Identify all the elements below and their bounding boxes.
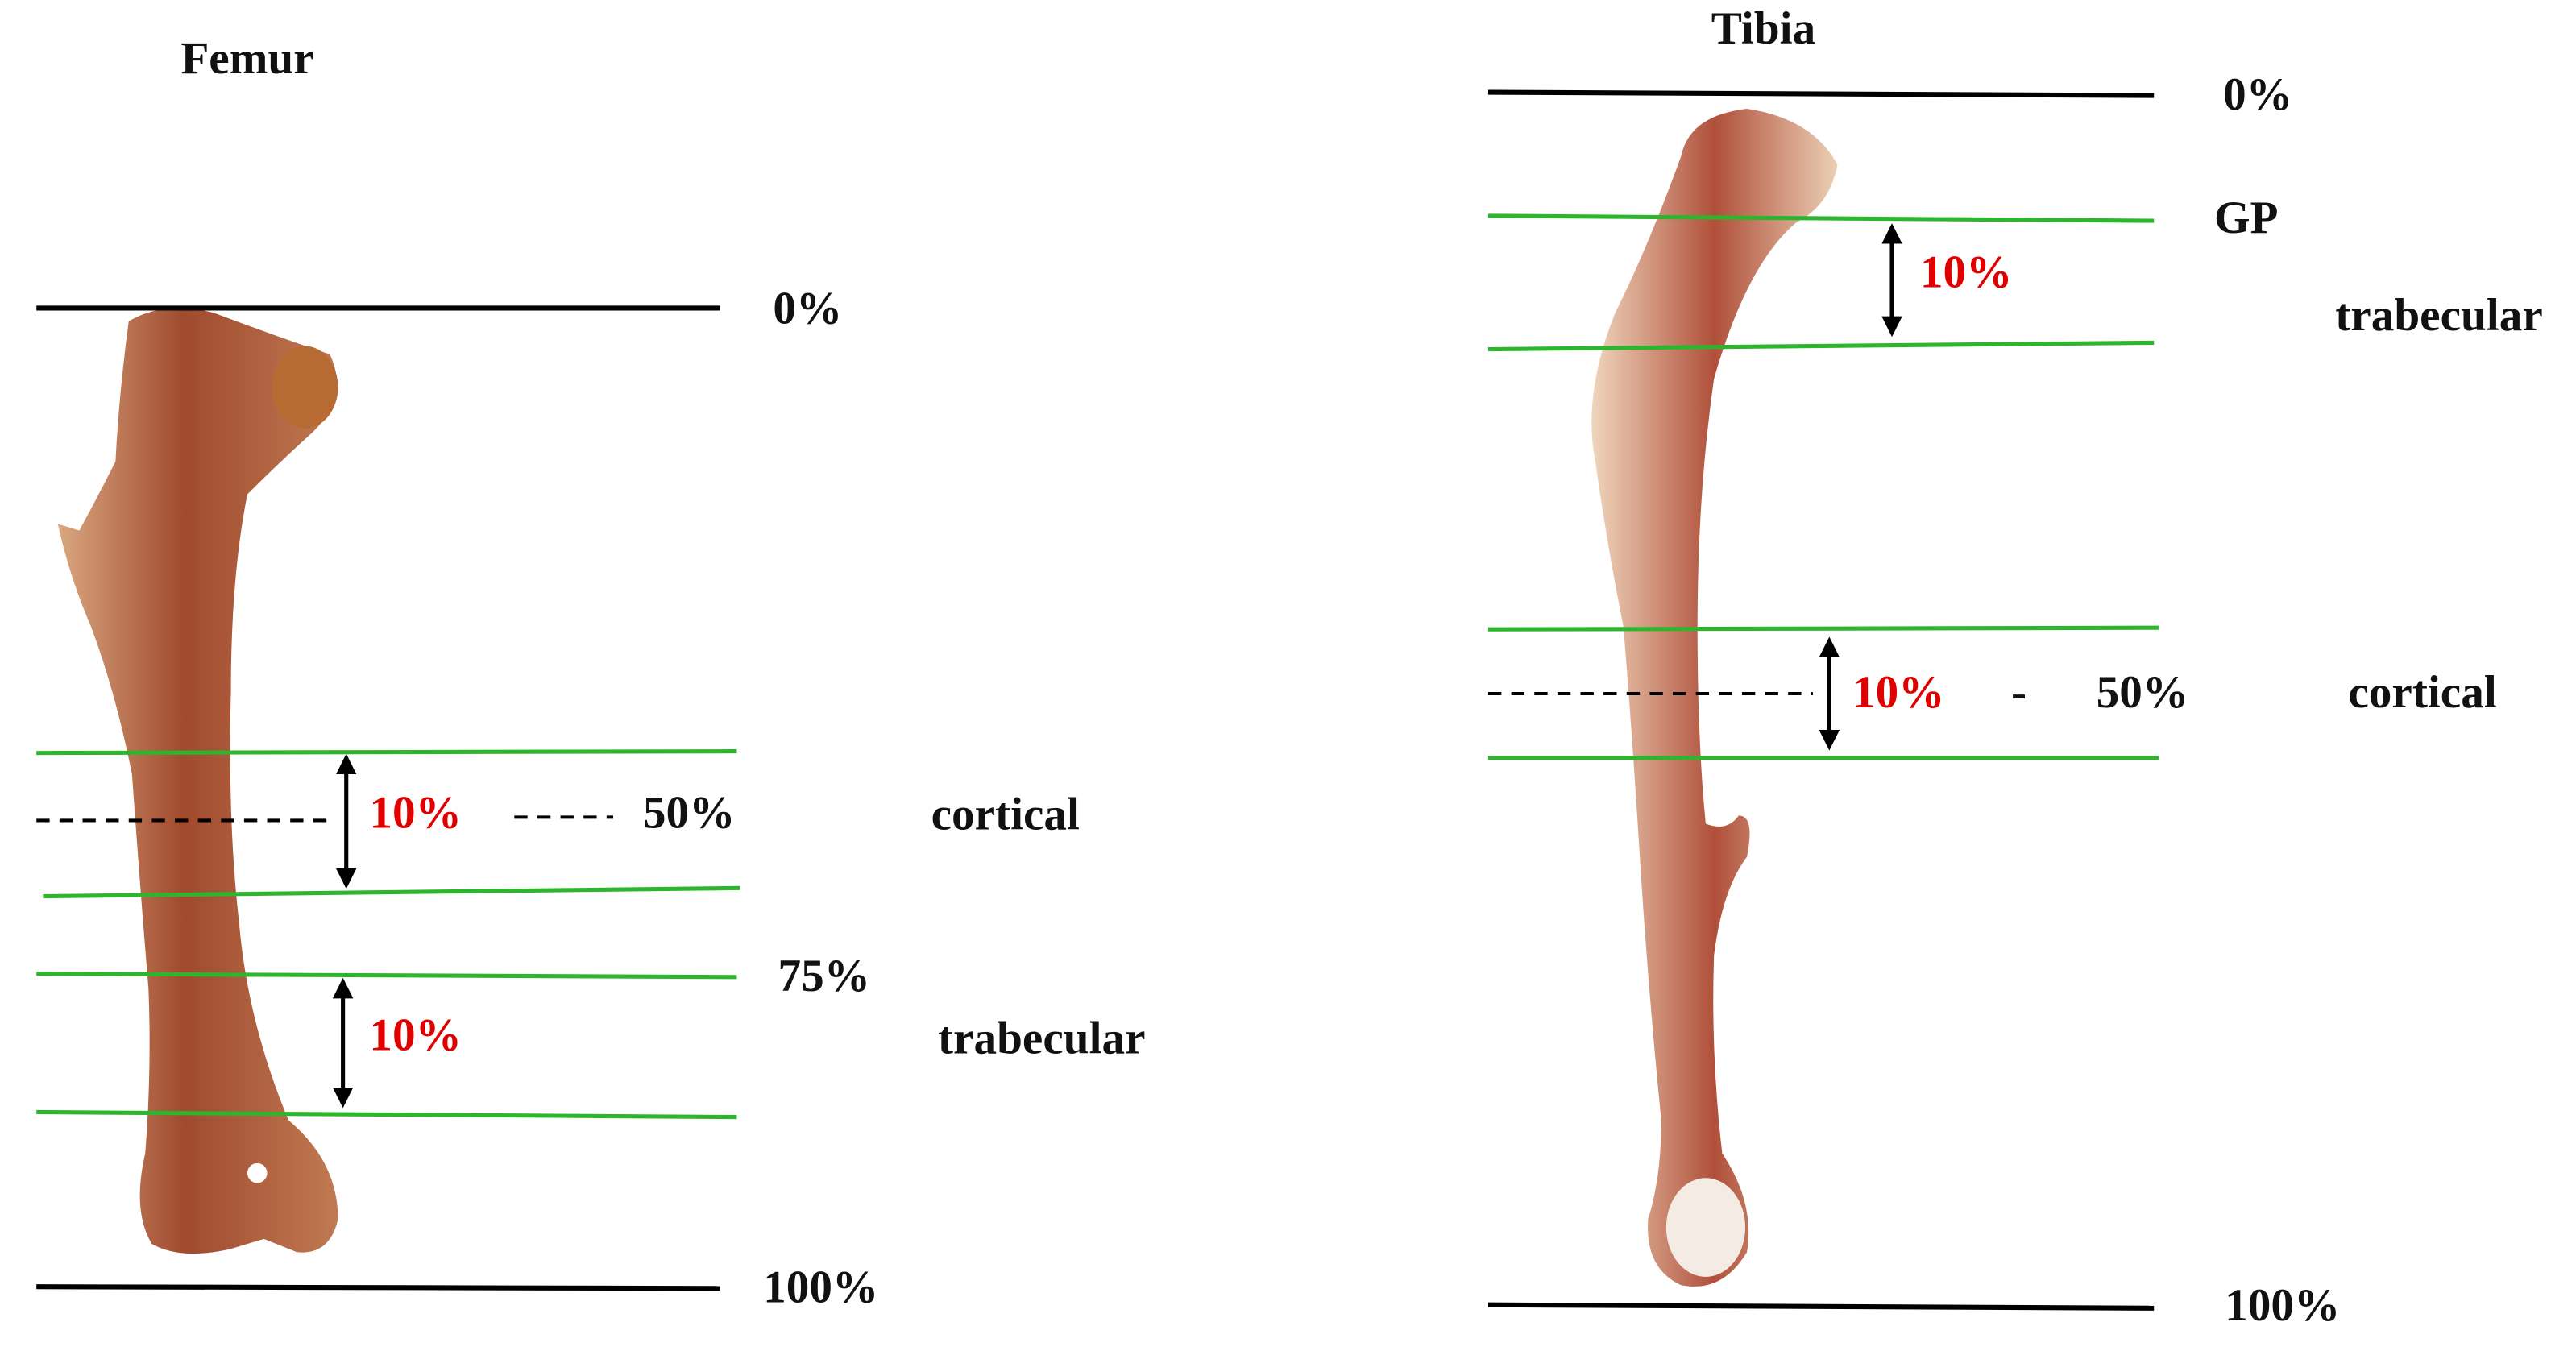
label: 0% bbox=[2223, 69, 2292, 120]
label: 50% bbox=[643, 788, 736, 839]
width-label: 10% bbox=[369, 1010, 461, 1061]
label: 75% bbox=[778, 951, 871, 1001]
width-label: 10% bbox=[369, 788, 461, 839]
femur-title: Femur bbox=[180, 33, 313, 84]
section-line bbox=[43, 885, 740, 899]
section-line bbox=[1487, 625, 2159, 632]
tibia-title: Tibia bbox=[1711, 3, 1815, 54]
label: 0% bbox=[773, 284, 842, 334]
label: 50% bbox=[2097, 667, 2189, 718]
bottom-line bbox=[36, 1284, 720, 1291]
region-label: trabecular bbox=[2335, 290, 2543, 341]
label: GP bbox=[2214, 193, 2279, 243]
section-line bbox=[36, 749, 737, 756]
bottom-line bbox=[1487, 1302, 2155, 1311]
region-label: cortical bbox=[931, 789, 1080, 840]
femur-head bbox=[272, 346, 338, 429]
width-label: 10% bbox=[1852, 667, 1945, 718]
tibia-condyle bbox=[1665, 1178, 1746, 1277]
femur-notch bbox=[247, 1162, 268, 1183]
section-line bbox=[36, 1109, 737, 1120]
region-label: cortical bbox=[2348, 667, 2496, 718]
width-label: 10% bbox=[1920, 247, 2013, 298]
tibia-bone bbox=[1591, 108, 1838, 1287]
top-line bbox=[1487, 89, 2155, 98]
section-line bbox=[1487, 340, 2155, 352]
label: 100% bbox=[2225, 1280, 2340, 1331]
dash: - bbox=[2011, 667, 2026, 718]
femur-bone bbox=[57, 308, 338, 1254]
section-line bbox=[1487, 213, 2155, 223]
region-label: trabecular bbox=[938, 1013, 1146, 1064]
label: 100% bbox=[763, 1262, 878, 1313]
section-line bbox=[36, 972, 737, 980]
